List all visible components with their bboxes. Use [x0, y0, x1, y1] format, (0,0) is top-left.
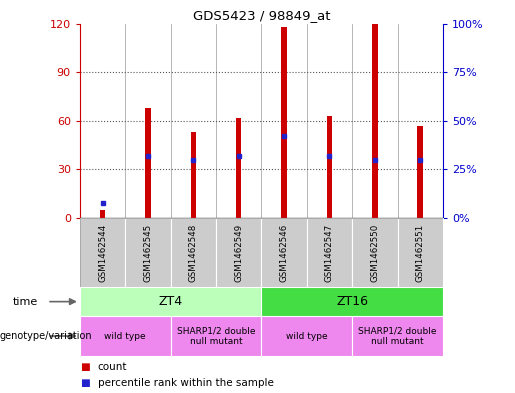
Text: SHARP1/2 double
null mutant: SHARP1/2 double null mutant — [358, 326, 437, 346]
Bar — [170, 218, 216, 287]
Bar — [236, 118, 242, 218]
Text: GSM1462546: GSM1462546 — [280, 223, 288, 282]
Bar — [191, 132, 196, 218]
Bar — [100, 210, 105, 218]
Bar — [398, 218, 443, 287]
Bar — [352, 218, 398, 287]
Text: ZT4: ZT4 — [159, 295, 183, 308]
Text: GSM1462550: GSM1462550 — [370, 223, 380, 282]
Text: GSM1462547: GSM1462547 — [325, 223, 334, 282]
Bar — [261, 316, 352, 356]
Bar — [145, 108, 150, 218]
Text: GSM1462545: GSM1462545 — [143, 223, 152, 282]
Bar — [372, 24, 377, 218]
Bar — [80, 218, 443, 287]
Text: ■: ■ — [80, 362, 90, 372]
Bar — [327, 116, 332, 218]
Bar — [281, 27, 287, 218]
Text: wild type: wild type — [286, 332, 328, 340]
Text: ■: ■ — [80, 378, 90, 388]
Text: wild type: wild type — [105, 332, 146, 340]
Bar — [216, 218, 261, 287]
Text: GSM1462551: GSM1462551 — [416, 223, 425, 282]
Bar — [80, 287, 261, 316]
Text: count: count — [98, 362, 127, 372]
Bar — [307, 218, 352, 287]
Bar — [352, 316, 443, 356]
Text: ZT16: ZT16 — [336, 295, 368, 308]
Title: GDS5423 / 98849_at: GDS5423 / 98849_at — [193, 9, 330, 22]
Bar — [80, 218, 125, 287]
Bar — [261, 218, 307, 287]
Text: GSM1462549: GSM1462549 — [234, 224, 243, 281]
Bar — [261, 287, 443, 316]
Text: percentile rank within the sample: percentile rank within the sample — [98, 378, 274, 388]
Bar — [170, 316, 261, 356]
Text: GSM1462544: GSM1462544 — [98, 223, 107, 282]
Text: GSM1462548: GSM1462548 — [189, 223, 198, 282]
Bar — [80, 316, 170, 356]
Bar — [125, 218, 170, 287]
Text: time: time — [13, 297, 38, 307]
Text: genotype/variation: genotype/variation — [0, 331, 93, 341]
Text: SHARP1/2 double
null mutant: SHARP1/2 double null mutant — [177, 326, 255, 346]
Bar — [418, 126, 423, 218]
